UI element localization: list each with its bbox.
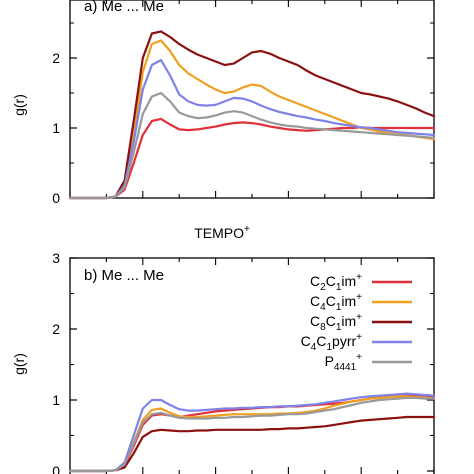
- legend-item: C2C1im+: [310, 272, 412, 293]
- legend-label: P4441+: [325, 352, 363, 373]
- panel-a: a) Me ... Me g(r) 0 1 2: [11, 0, 436, 206]
- y-tick-label: 1: [52, 392, 60, 408]
- series-line-b-2: [68, 415, 436, 473]
- panel-b-lines: [68, 392, 436, 473]
- legend-item: P4441+: [325, 352, 412, 373]
- panel-a-ticks: 0 1 2: [52, 0, 435, 206]
- series-line-a-3: [68, 58, 436, 200]
- center-label: TEMPO+: [194, 224, 250, 241]
- y-tick-label: 2: [52, 321, 60, 337]
- legend-item: C4C1pyrr+: [301, 332, 412, 353]
- series-line-b-3: [68, 392, 436, 473]
- series-line-b-4: [68, 396, 436, 473]
- panel-a-frame: [69, 0, 435, 199]
- series-line-a-2: [68, 30, 436, 200]
- panel-b-frame: [69, 257, 435, 474]
- legend-label: C4C1im+: [310, 292, 362, 313]
- y-tick-label: 2: [52, 50, 60, 66]
- legend-item: C8C1im+: [310, 312, 412, 333]
- y-tick-label: 0: [52, 190, 60, 206]
- y-tick-label: 0: [52, 463, 60, 474]
- legend-item: C4C1im+: [310, 292, 412, 313]
- legend-label: C4C1pyrr+: [301, 332, 363, 353]
- center-label-sup: +: [244, 224, 250, 235]
- legend: C2C1im+C4C1im+C8C1im+C4C1pyrr+P4441+: [301, 272, 412, 373]
- panel-b-ylabel: g(r): [11, 353, 27, 375]
- panel-a-lines: [68, 30, 436, 200]
- panel-b-label: b) Me ... Me: [84, 267, 164, 284]
- y-tick-label: 3: [52, 250, 60, 266]
- y-tick-label: 1: [52, 120, 60, 136]
- center-label-text: TEMPO: [194, 225, 244, 241]
- legend-label: C8C1im+: [310, 312, 362, 333]
- panel-a-label: a) Me ... Me: [84, 0, 164, 15]
- series-line-a-4: [68, 91, 436, 200]
- panel-b: b) Me ... Me g(r) 0 1 2 3 C2C1im+C4C1im+C8C…: [11, 250, 436, 474]
- legend-label: C2C1im+: [310, 272, 362, 293]
- panel-a-ylabel: g(r): [11, 94, 27, 116]
